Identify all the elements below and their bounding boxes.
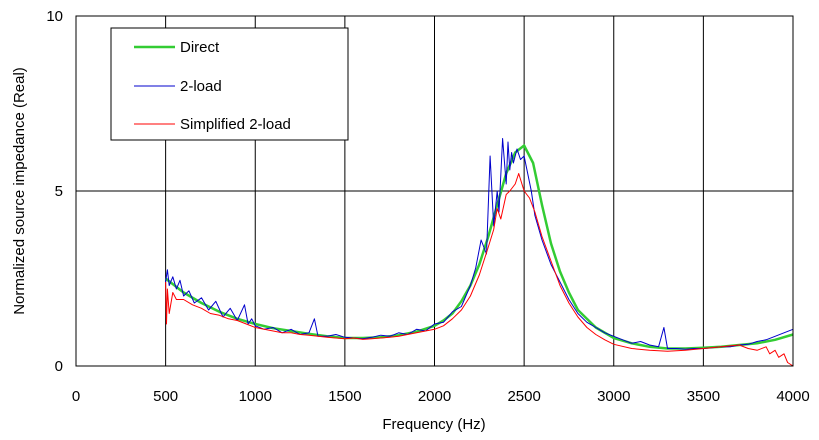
y-tick-labels: 0 5 10 bbox=[46, 8, 63, 375]
legend-label-2-load: 2-load bbox=[180, 78, 222, 95]
x-axis-label: Frequency (Hz) bbox=[382, 416, 485, 433]
x-tick-label-1000: 1000 bbox=[239, 388, 272, 405]
y-tick-label-10: 10 bbox=[46, 8, 63, 25]
y-tick-label-5: 5 bbox=[55, 183, 63, 200]
legend-label-simplified-2-load: Simplified 2-load bbox=[180, 116, 291, 133]
x-tick-label-3500: 3500 bbox=[687, 388, 720, 405]
legend-label-direct: Direct bbox=[180, 39, 220, 56]
x-tick-label-4000: 4000 bbox=[776, 388, 809, 405]
y-axis-label: Normalized source impedance (Real) bbox=[11, 67, 28, 315]
x-tick-label-2500: 2500 bbox=[507, 388, 540, 405]
series-lines bbox=[164, 138, 794, 367]
legend: Direct 2-load Simplified 2-load bbox=[110, 27, 349, 141]
x-tick-labels: 0 500 1000 1500 2000 2500 3000 3500 4000 bbox=[72, 388, 810, 405]
series-line-simplified-2-load bbox=[165, 173, 794, 367]
y-tick-label-0: 0 bbox=[55, 358, 63, 375]
x-tick-label-500: 500 bbox=[153, 388, 178, 405]
plot-frame bbox=[75, 15, 794, 367]
x-tick-label-2000: 2000 bbox=[418, 388, 451, 405]
x-tick-label-3000: 3000 bbox=[597, 388, 630, 405]
x-tick-label-1500: 1500 bbox=[328, 388, 361, 405]
x-tick-label-0: 0 bbox=[72, 388, 80, 405]
